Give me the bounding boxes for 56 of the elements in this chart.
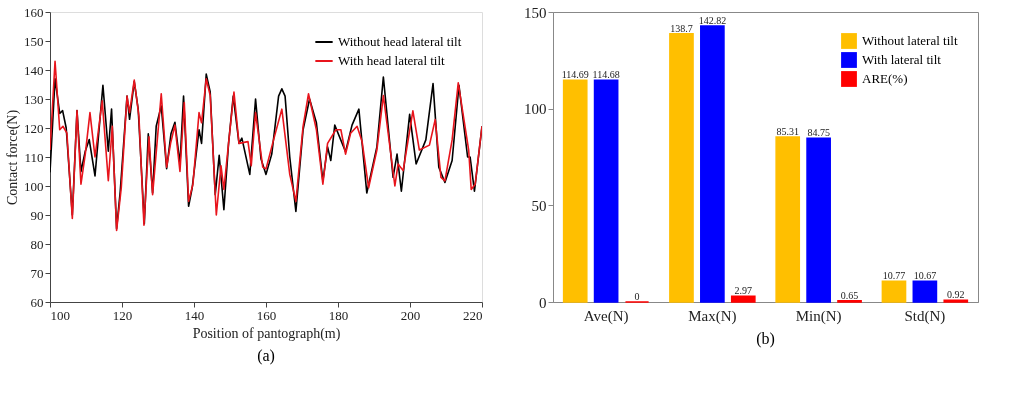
data-label: 10.67 <box>913 270 937 282</box>
data-label: 0.65 <box>840 289 859 301</box>
x-tick-label: 120 <box>112 307 133 323</box>
bar <box>730 295 756 303</box>
data-label: 0 <box>634 291 640 302</box>
data-label: 84.75 <box>807 127 830 139</box>
x-tick-label: 200 <box>400 307 421 323</box>
data-label: 2.97 <box>734 285 753 297</box>
x-tick-label: 100 <box>50 307 70 323</box>
legend-label: With head lateral tilt <box>338 53 446 68</box>
bar <box>593 79 619 303</box>
data-label: 138.7 <box>670 22 693 34</box>
y-tick-label: 120 <box>24 120 44 136</box>
legend-label: With lateral tilt <box>862 52 942 67</box>
bar <box>562 79 588 303</box>
x-tick-label: 220 <box>463 307 483 323</box>
legend-label: Without lateral tilt <box>862 33 958 48</box>
y-tick-label: 70 <box>30 265 44 281</box>
y-tick-label: 160 <box>24 4 44 20</box>
x-tick-label: Min(N) <box>795 307 842 325</box>
x-tick-label: 140 <box>184 307 205 323</box>
y-tick-label: 60 <box>30 294 44 310</box>
data-label: 85.31 <box>776 126 799 138</box>
x-axis-title: Position of pantograph(m) <box>192 325 341 342</box>
bar <box>700 25 725 303</box>
bar <box>806 137 831 303</box>
bar <box>881 280 907 303</box>
text: (b) <box>756 330 775 348</box>
y-tick-label: 0 <box>539 294 547 311</box>
y-tick-label: 150 <box>524 4 547 21</box>
y-tick-label: 140 <box>24 62 44 78</box>
data-label: 142.82 <box>698 14 727 26</box>
y-tick-label: 130 <box>24 91 44 107</box>
data-label: 114.69 <box>561 69 589 81</box>
legend-label: Without head lateral tilt <box>338 34 462 49</box>
data-label: 0.92 <box>947 289 965 301</box>
y-tick-label: 50 <box>531 197 547 214</box>
x-tick-label: 180 <box>328 307 349 323</box>
legend-label: ARE(%) <box>862 71 908 86</box>
x-tick-label: 160 <box>256 307 277 323</box>
y-tick-label: 150 <box>24 33 44 49</box>
x-tick-label: Std(N) <box>904 307 946 325</box>
data-label: 10.77 <box>882 270 906 282</box>
y-tick-label: 110 <box>24 149 44 165</box>
x-tick-label: Ave(N) <box>583 307 629 325</box>
y-axis-title: Contact force(N) <box>5 109 21 206</box>
x-tick-label: Max(N) <box>688 307 737 325</box>
y-tick-label: 100 <box>524 101 547 118</box>
bar <box>775 136 801 303</box>
bar <box>912 280 938 303</box>
y-tick-label: 100 <box>24 178 44 194</box>
bar <box>669 33 694 303</box>
y-tick-label: 80 <box>30 236 44 252</box>
y-tick-label: 90 <box>30 207 44 223</box>
text: (a) <box>257 347 275 365</box>
data-label: 114.68 <box>592 69 620 81</box>
